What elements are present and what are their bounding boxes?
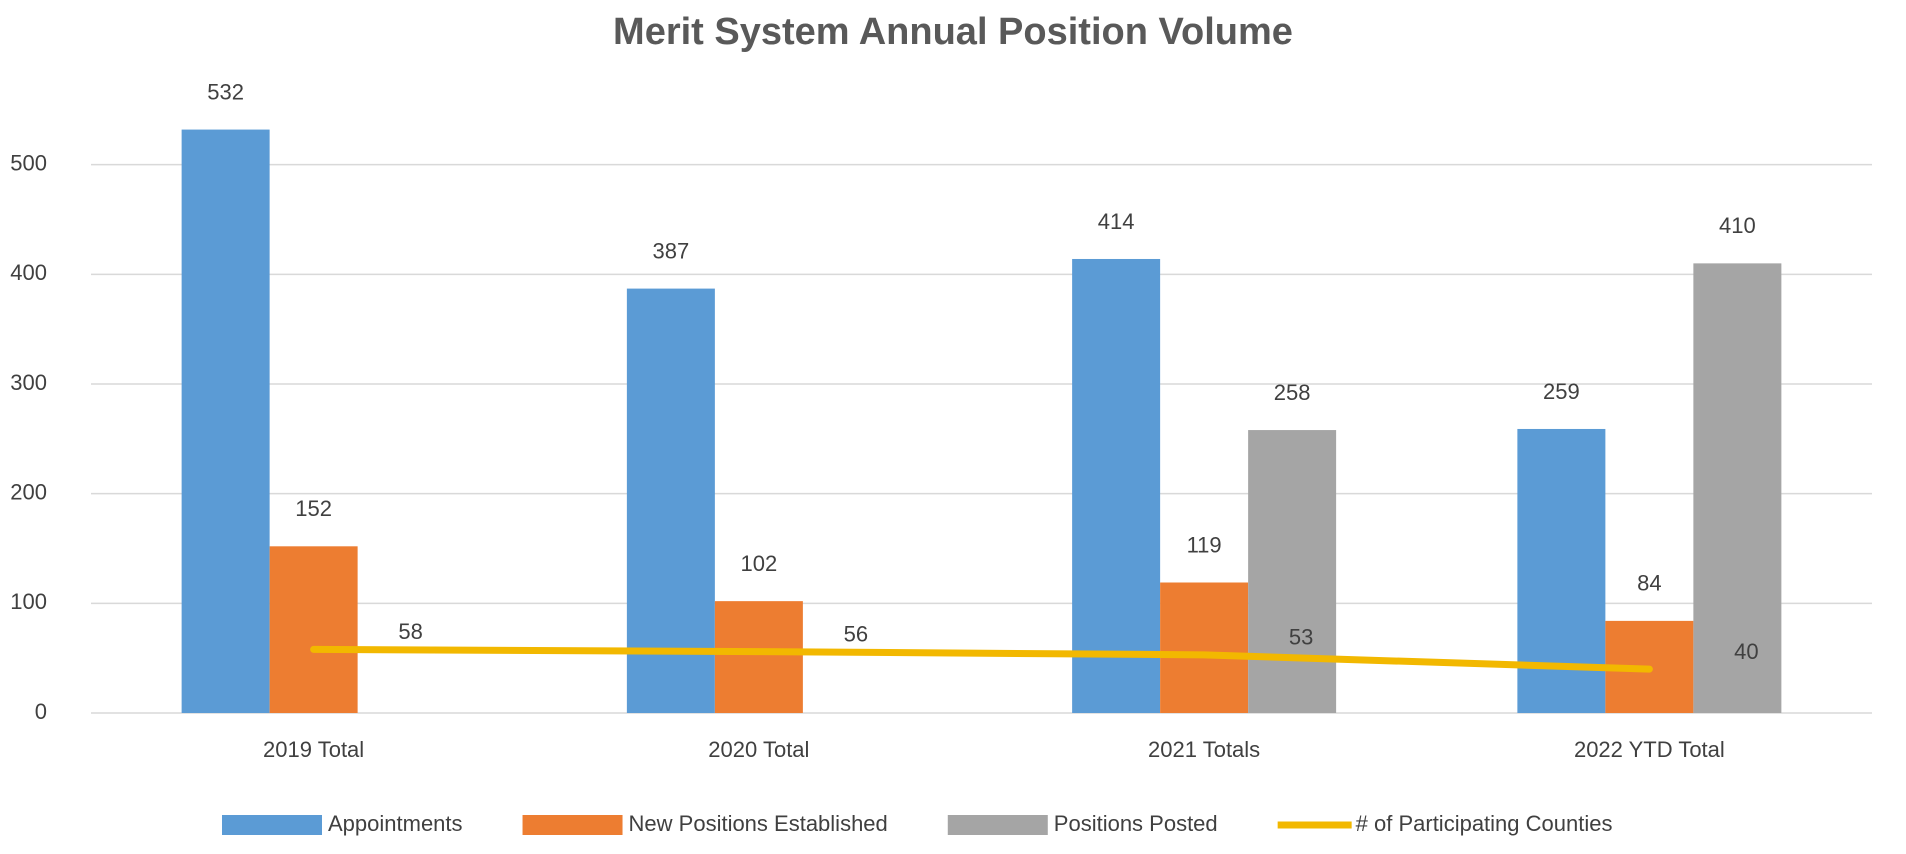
data-label: 414 xyxy=(1098,209,1135,234)
data-label: 410 xyxy=(1719,213,1756,238)
data-label: 152 xyxy=(295,496,332,521)
x-tick-label: 2022 YTD Total xyxy=(1574,737,1725,762)
line xyxy=(310,645,1653,673)
bar xyxy=(1248,430,1337,713)
y-tick-label: 400 xyxy=(10,260,47,285)
y-tick-label: 300 xyxy=(10,370,47,395)
data-label: 84 xyxy=(1637,571,1661,596)
bar xyxy=(626,288,715,713)
legend-label: Appointments xyxy=(328,811,463,836)
data-label: 387 xyxy=(653,238,690,263)
bar xyxy=(181,129,270,713)
bar xyxy=(714,601,803,713)
y-tick-label: 500 xyxy=(10,150,47,175)
y-tick-label: 100 xyxy=(10,589,47,614)
data-label: 40 xyxy=(1734,639,1758,664)
data-label: 259 xyxy=(1543,379,1580,404)
data-label: 56 xyxy=(844,621,868,646)
legend-swatch xyxy=(522,815,623,835)
data-label: 258 xyxy=(1274,380,1311,405)
bar xyxy=(1072,258,1161,713)
data-label: 53 xyxy=(1289,625,1313,650)
legend-label: # of Participating Counties xyxy=(1356,811,1613,836)
x-tick-label: 2019 Total xyxy=(263,737,364,762)
legend-label: New Positions Established xyxy=(629,811,888,836)
y-tick-label: 200 xyxy=(10,479,47,504)
x-tick-label: 2020 Total xyxy=(708,737,809,762)
y-tick-label: 0 xyxy=(35,699,47,724)
data-label: 58 xyxy=(398,619,422,644)
legend-swatch xyxy=(222,815,322,835)
x-tick-label: 2021 Totals xyxy=(1148,737,1260,762)
chart-title: Merit System Annual Position Volume xyxy=(613,11,1293,53)
bar xyxy=(269,546,358,713)
data-label: 102 xyxy=(741,551,778,576)
data-label: 532 xyxy=(207,79,244,104)
legend-label: Positions Posted xyxy=(1054,811,1218,836)
legend-swatch xyxy=(947,815,1048,835)
bar xyxy=(1160,582,1249,713)
data-label: 119 xyxy=(1187,532,1222,557)
bar xyxy=(1693,263,1782,713)
